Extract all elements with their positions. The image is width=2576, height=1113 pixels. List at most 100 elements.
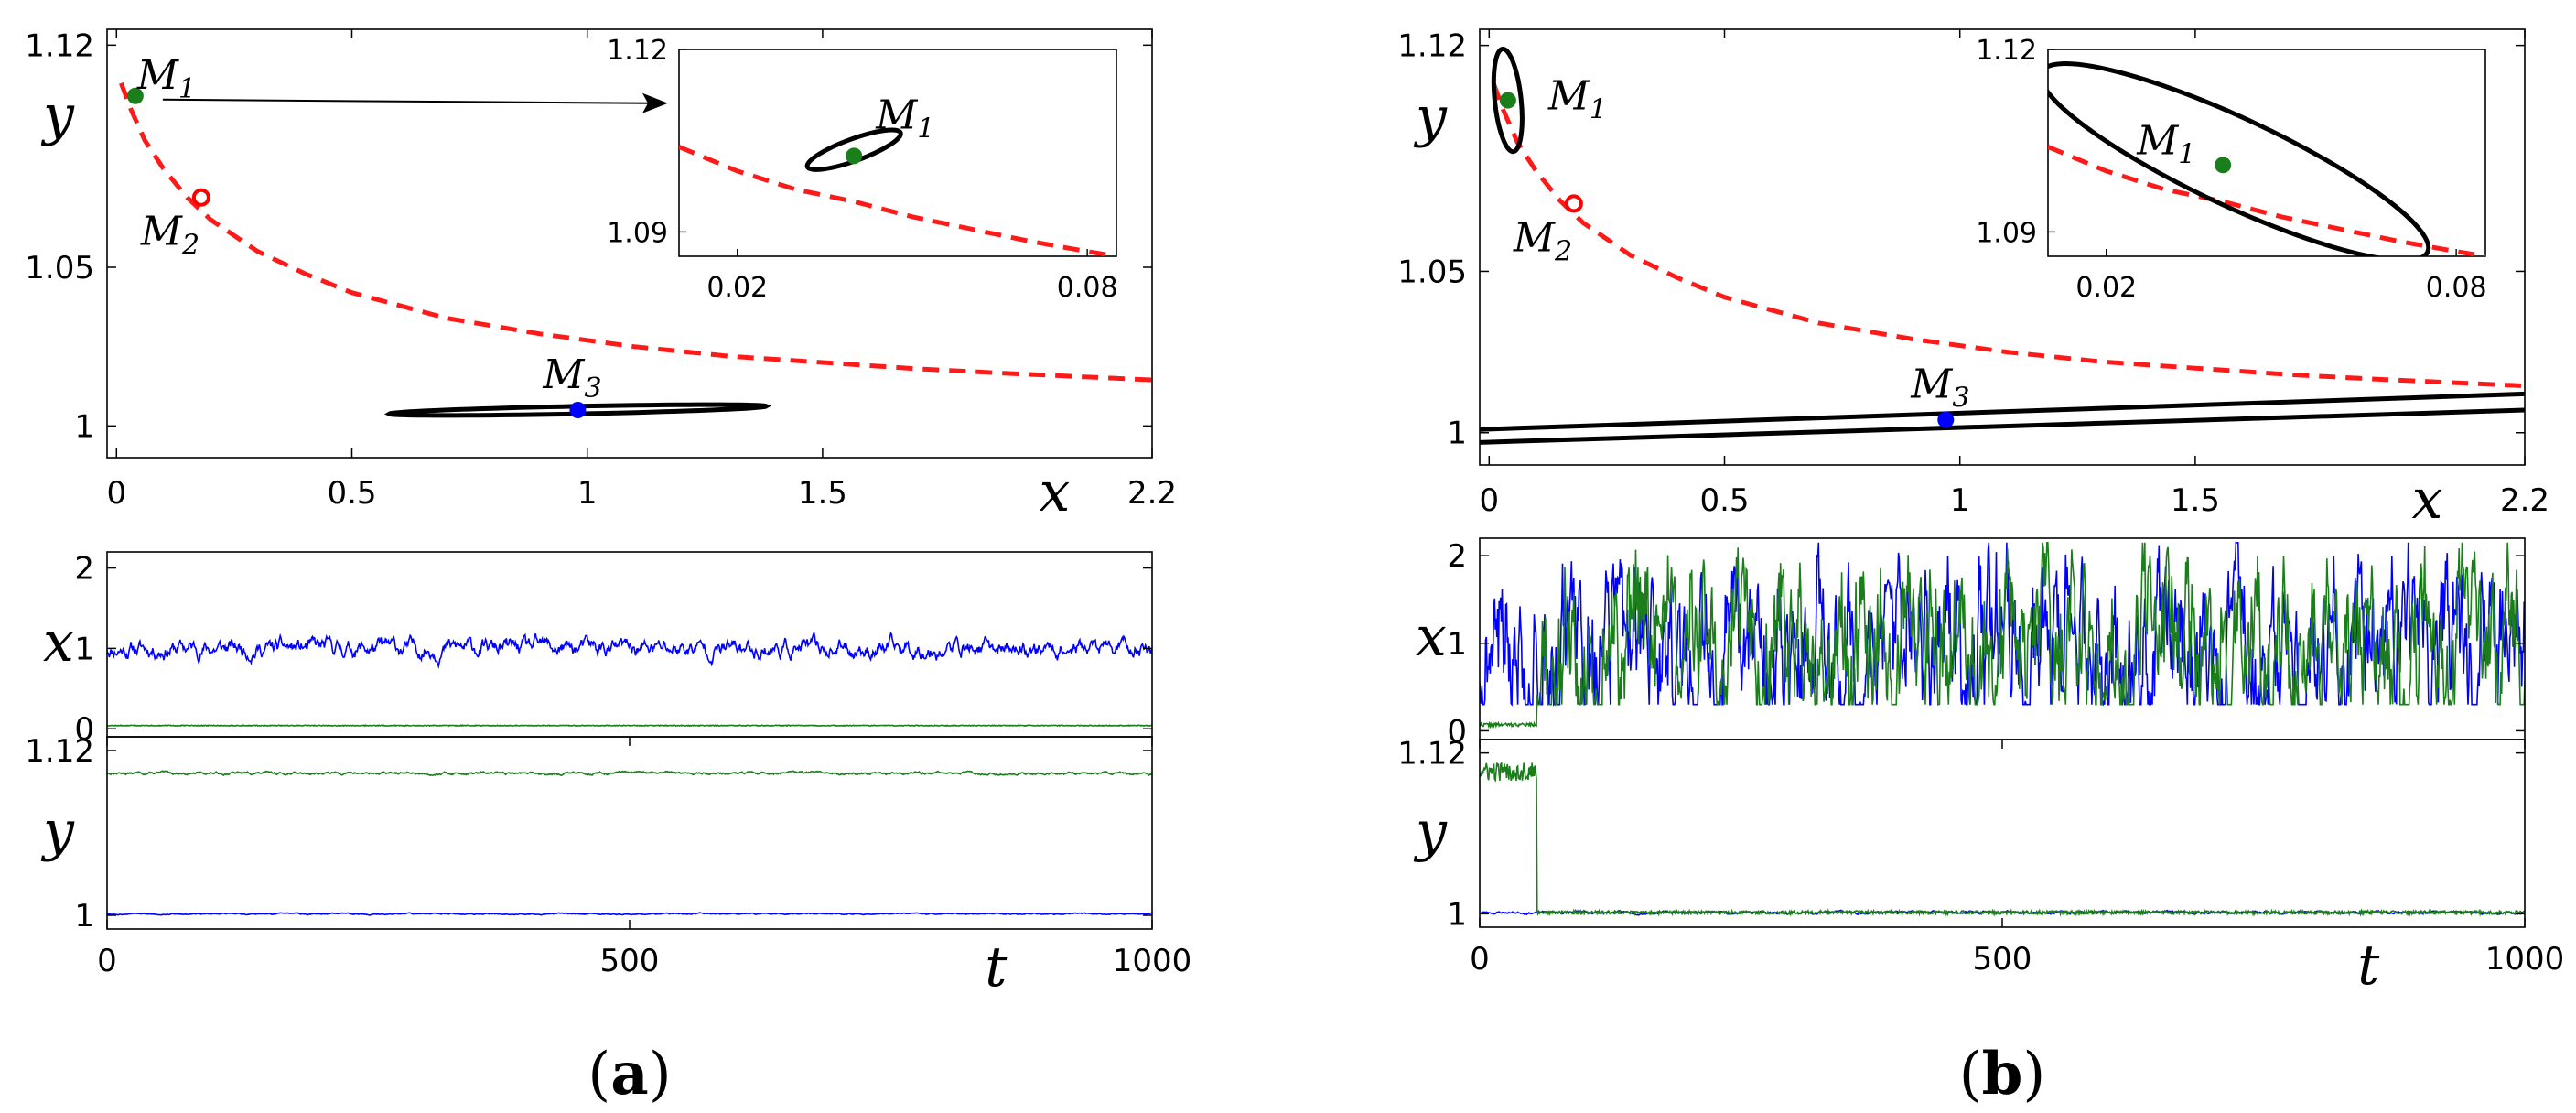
y-tick-label: 1.05 <box>1397 254 1467 290</box>
x-axis-label: t <box>985 935 1008 1000</box>
a_phase-phase-plot: 1 1.05 1.12 0 0.5 1 1.5 2.2 y x M1 M2 M3 1.09 1.12 0.02… <box>25 27 1177 524</box>
b_x_series-time-series: 0 1 2x <box>1416 537 2526 750</box>
y-axis-label: y <box>40 799 75 863</box>
inset-y-tick-label: 1.12 <box>1976 35 2037 67</box>
x-tick-label: 0.5 <box>1699 482 1749 519</box>
slow-manifold-curve <box>119 82 1152 383</box>
point-m2 <box>1564 194 1583 213</box>
plot-area <box>107 630 1152 728</box>
x-tick-label: 1.5 <box>798 475 847 512</box>
inset-x-tick-label: 0.08 <box>1057 272 1118 304</box>
x-tick-label: 0 <box>106 475 126 512</box>
y-axis-label: y <box>1413 85 1448 149</box>
y-tick-label: 1.12 <box>1397 736 1467 773</box>
y-tick-label: 1 <box>1447 626 1467 663</box>
panel-label-a: (a) <box>587 1040 671 1108</box>
plot-area <box>119 82 1152 418</box>
point-m3 <box>1937 411 1955 428</box>
arrow-head <box>642 92 668 113</box>
x-tick-label: 1.5 <box>2171 482 2220 519</box>
confidence-band-m3-bottom <box>1480 407 2525 445</box>
inset-confidence-ellipse <box>2048 61 2431 256</box>
x-tick-label: 1000 <box>2485 941 2565 978</box>
plot-area <box>1480 541 2525 729</box>
x-tick-label: 0 <box>97 943 117 979</box>
y-tick-label: 1 <box>74 408 94 445</box>
x-tick-label: 2.2 <box>2500 482 2549 519</box>
paren-close: ) <box>649 1041 672 1108</box>
series-green <box>1480 542 2525 729</box>
y-axis-label: x <box>1416 605 1447 669</box>
phase-plot-frame <box>106 28 1153 459</box>
inset-label-m1-sub: 1 <box>2178 138 2195 170</box>
label-m3-sub: 3 <box>584 373 601 405</box>
label-m3: M3 <box>1910 362 1969 415</box>
b_y_series-time-series: 1 1.12 0 500 1000 y t <box>1397 736 2564 998</box>
b_phase-phase-plot: 1 1.05 1.12 0 0.5 1 1.5 2.2 y x M1 M2 M3 1.09 1.12 0.02… <box>1397 28 2549 532</box>
label-m2-sub: 2 <box>1554 235 1572 267</box>
x-tick-label: 1000 <box>1113 943 1192 979</box>
inset-area <box>2048 61 2485 256</box>
time-series-frame <box>1479 739 2526 928</box>
inset-point-m1 <box>2215 157 2232 174</box>
label-m2-sub: 2 <box>181 230 199 262</box>
y-tick-label: 1 <box>1447 896 1467 933</box>
panel-letter: a <box>610 1040 648 1108</box>
label-m2: M2 <box>1513 214 1572 267</box>
y-tick-label: 1 <box>74 898 94 935</box>
label-m1-sub: 1 <box>1590 94 1607 126</box>
paren-close: ) <box>2022 1041 2045 1108</box>
y-tick-label: 0 <box>1447 713 1467 750</box>
plot-area <box>1480 46 2525 445</box>
a_x_series-time-series: 0 1 2x <box>43 551 1153 748</box>
plot-area <box>1480 761 2525 917</box>
confidence-band-m3-top <box>1480 391 2525 432</box>
paren-open: ( <box>587 1041 610 1108</box>
panel-label-b: (b) <box>1959 1040 2046 1108</box>
point-m3 <box>569 402 587 418</box>
y-tick-label: 1.12 <box>25 27 94 64</box>
label-m1: M1 <box>1547 73 1607 126</box>
x-tick-label: 0.5 <box>327 475 376 512</box>
x-tick-label: 0 <box>1470 941 1490 978</box>
label-m1: M1 <box>136 52 196 105</box>
inset-manifold-curve <box>2048 145 2485 256</box>
inset-point-m1 <box>846 147 863 165</box>
series-green <box>107 770 1152 777</box>
series-blue <box>107 630 1152 670</box>
x-tick-label: 0 <box>1479 482 1499 519</box>
x-axis-label: x <box>2412 468 2443 532</box>
label-m3: M3 <box>542 351 601 405</box>
point-m1 <box>1499 92 1516 109</box>
y-tick-label: 1 <box>1447 416 1467 452</box>
inset-y-tick-label: 1.12 <box>607 35 668 67</box>
point-m2 <box>191 188 210 207</box>
inset-y-tick-label: 1.09 <box>607 217 668 249</box>
inset-frame <box>678 49 1117 257</box>
y-tick-label: 1.12 <box>25 733 94 770</box>
inset-x-tick-label: 0.02 <box>706 272 768 304</box>
x-tick-label: 1 <box>1950 482 1970 519</box>
y-axis-label: x <box>43 611 74 675</box>
paren-open: ( <box>1959 1041 1982 1108</box>
inset-manifold-curve <box>679 145 1116 256</box>
y-tick-label: 2 <box>74 551 94 588</box>
slow-manifold-curve <box>1492 83 2525 389</box>
label-m2: M2 <box>140 209 199 262</box>
phase-plot-frame <box>1479 28 2526 466</box>
inset-label-m1-sub: 1 <box>917 113 934 145</box>
y-tick-label: 1.12 <box>1397 28 1467 65</box>
x-axis-label: x <box>1040 460 1071 524</box>
y-axis-label: y <box>1413 800 1448 864</box>
y-tick-label: 1.05 <box>25 250 94 286</box>
y-tick-label: 1 <box>74 631 94 667</box>
time-series-frame <box>106 736 1153 930</box>
confidence-ellipse-m3 <box>384 402 771 418</box>
x-tick-label: 1 <box>577 475 598 512</box>
x-tick-label: 500 <box>600 943 660 979</box>
x-axis-label: t <box>2357 934 2380 998</box>
y-axis-label: y <box>40 83 75 147</box>
